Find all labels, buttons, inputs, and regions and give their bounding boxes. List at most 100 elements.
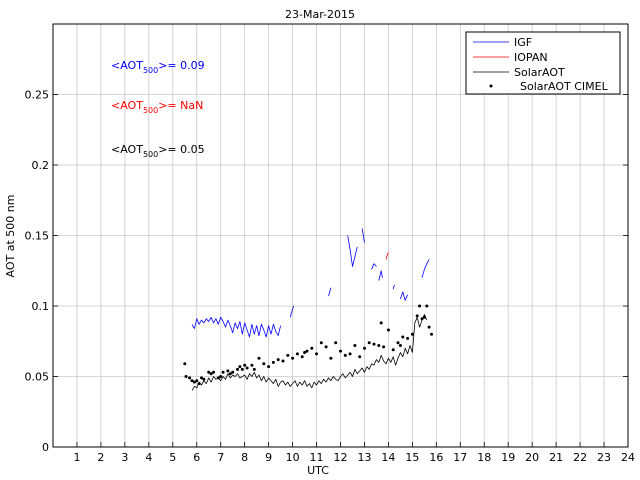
data-point-solaraot-cimel [425,304,429,308]
data-point-solaraot-cimel [418,304,422,308]
data-point-solaraot-cimel [363,346,366,350]
series-line-igf [400,291,408,301]
data-point-solaraot-cimel [183,362,187,366]
data-point-solaraot-cimel [192,380,196,384]
data-point-solaraot-cimel [372,342,376,346]
data-point-solaraot-cimel [379,321,383,325]
data-point-solaraot-cimel [398,344,402,347]
data-point-solaraot-cimel [420,317,424,321]
data-point-solaraot-cimel [252,367,256,371]
data-point-solaraot-cimel [257,356,261,360]
data-point-solaraot-cimel [324,345,328,349]
series-line-igf [361,228,365,243]
data-point-solaraot-cimel [334,341,338,345]
data-point-solaraot-cimel [228,372,232,376]
series-line-igf [289,305,295,318]
data-point-solaraot-cimel [286,353,290,357]
data-point-solaraot-cimel [382,345,386,349]
data-point-solaraot-cimel [207,370,211,374]
data-point-solaraot-cimel [343,353,347,357]
data-point-solaraot-cimel [295,352,299,356]
data-point-solaraot-cimel [377,344,381,347]
series-line-igf [347,235,358,267]
x-tick-label: 24 [621,451,635,464]
series-line-solaraot [191,314,428,391]
data-point-solaraot-cimel [348,352,352,356]
data-point-solaraot-cimel [271,360,275,364]
x-axis-label: UTC [307,464,329,477]
data-point-solaraot-cimel [212,370,215,374]
data-point-solaraot-cimel [188,376,192,380]
data-point-solaraot-cimel [202,377,206,381]
data-point-solaraot-cimel [310,346,314,350]
y-tick-label: 0.15 [25,230,50,243]
series-line-iopan [385,252,389,260]
data-point-solaraot-cimel [415,314,419,318]
x-tick-label: 23 [597,451,611,464]
data-point-solaraot-cimel [226,369,230,373]
data-point-solaraot-cimel [303,351,307,354]
grid-lines [53,24,628,447]
series-line-igf [392,284,395,290]
legend-label-iopan: IOPAN [514,51,548,64]
legend-swatch-solaraot-cimel [489,84,493,88]
data-point-solaraot-cimel [319,341,323,345]
x-tick-label: 19 [501,451,515,464]
data-point-solaraot-cimel [200,376,203,380]
x-axis-ticks: 1 2 3 4 5 6 7 8 9 10 11 12 13 14 15 16 17 18 19 20 21 22 23 24 [52,442,635,464]
data-point-solaraot-cimel [386,328,390,332]
x-tick-label: 11 [310,451,324,464]
data-point-solaraot-cimel [305,349,309,353]
data-point-solaraot-cimel [197,382,201,386]
data-point-solaraot-cimel [427,325,431,329]
data-point-solaraot-cimel [262,362,266,366]
legend-label-igf: IGF [514,36,532,49]
x-tick-label: 7 [217,451,224,464]
data-point-solaraot-cimel [209,372,213,376]
x-tick-label: 21 [549,451,563,464]
legend-box [465,31,621,95]
data-point-solaraot-cimel [391,348,395,352]
y-axis-ticks: 0 0.05 0.1 0.15 0.2 0.25 [25,89,628,454]
series-line-igf [421,259,430,278]
series-line-igf [328,287,332,297]
data-point-solaraot-cimel [216,376,220,380]
x-tick-label: 5 [169,451,176,464]
chart-title: 23-Mar-2015 [285,8,355,21]
data-point-solaraot-cimel [195,379,199,383]
data-point-solaraot-cimel [243,363,247,367]
data-point-solaraot-cimel [329,356,333,360]
data-point-solaraot-cimel [291,356,295,360]
x-tick-label: 22 [573,451,587,464]
data-point-solaraot-cimel [410,332,414,336]
data-point-solaraot-cimel [238,365,242,369]
x-tick-label: 16 [429,451,443,464]
legend-label-solaraot-cimel: SolarAOT CIMEL [520,80,609,93]
x-tick-label: 15 [405,451,419,464]
y-tick-label: 0.25 [25,89,50,102]
data-point-solaraot-cimel [267,365,271,369]
x-tick-label: 14 [381,451,395,464]
series-line-igf [371,263,377,270]
x-tick-label: 17 [453,451,467,464]
annotation-iopan: <AOT500>= NaN [111,99,203,115]
x-tick-label: 8 [241,451,248,464]
series-line-igf [191,316,281,338]
data-point-solaraot-cimel [240,367,244,371]
x-tick-label: 3 [121,451,128,464]
data-point-solaraot-cimel [353,344,357,347]
annotation-igf: <AOT500>= 0.09 [111,59,205,75]
data-point-solaraot-cimel [221,370,225,374]
y-tick-label: 0 [42,441,49,454]
data-point-solaraot-cimel [315,352,318,356]
legend: IGF IOPAN SolarAOT SolarAOT CIMEL [465,31,621,95]
annotation-solaraot: <AOT500>= 0.05 [111,143,205,159]
y-tick-label: 0.05 [25,371,50,384]
data-point-solaraot-cimel [367,341,371,345]
data-point-solaraot-cimel [250,363,254,367]
x-tick-label: 9 [265,451,272,464]
legend-label-solaraot: SolarAOT [514,66,565,79]
data-point-solaraot-cimel [406,336,410,340]
mean-aot-annotations: <AOT500>= 0.09 <AOT500>= NaN <AOT500>= 0… [111,59,205,159]
